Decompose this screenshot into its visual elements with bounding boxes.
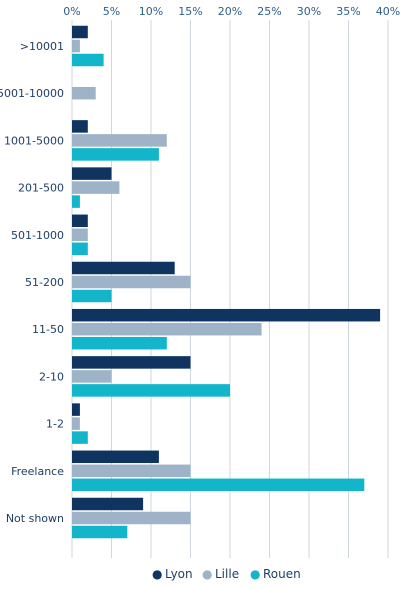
bar-lyon bbox=[72, 261, 175, 275]
bar-lille bbox=[72, 511, 191, 525]
bar-lille bbox=[72, 370, 112, 383]
bar-rouen bbox=[72, 525, 128, 539]
x-tick-label: 15% bbox=[178, 5, 202, 18]
bar-rouen bbox=[72, 242, 88, 256]
bar-lyon bbox=[72, 25, 88, 39]
bar-lyon bbox=[72, 167, 112, 180]
bar-lille bbox=[72, 228, 88, 242]
bar-rouen bbox=[72, 148, 159, 161]
bar-rouen bbox=[72, 289, 112, 303]
category-label: 5001-10000 bbox=[0, 87, 64, 100]
category-label: Not shown bbox=[6, 512, 64, 525]
x-tick-label: 30% bbox=[297, 5, 321, 18]
bar-lyon bbox=[72, 214, 88, 228]
bar-lille bbox=[72, 39, 80, 53]
bar-lyon bbox=[72, 450, 159, 464]
bar-lille bbox=[72, 417, 80, 430]
category-label: 2-10 bbox=[39, 370, 64, 383]
x-tick-label: 25% bbox=[257, 5, 281, 18]
bar-rouen bbox=[72, 384, 230, 397]
bar-lille bbox=[72, 322, 262, 336]
category-label: 11-50 bbox=[32, 323, 64, 336]
x-tick-label: 0% bbox=[63, 5, 80, 18]
category-label: >10001 bbox=[20, 40, 64, 53]
category-label: 51-200 bbox=[25, 276, 64, 289]
category-label: 1-2 bbox=[46, 418, 64, 431]
bar-lyon bbox=[72, 356, 191, 369]
x-tick-label: 20% bbox=[218, 5, 242, 18]
x-tick-label: 35% bbox=[336, 5, 360, 18]
bar-lyon bbox=[72, 497, 144, 511]
bar-lyon bbox=[72, 120, 88, 133]
legend-marker: ● bbox=[202, 567, 212, 581]
legend-label-lille: Lille bbox=[215, 567, 239, 581]
x-tick-label: 40% bbox=[376, 5, 400, 18]
bar-rouen bbox=[72, 431, 88, 444]
bar-lyon bbox=[72, 403, 80, 416]
x-tick-label: 5% bbox=[103, 5, 120, 18]
category-label: 501-1000 bbox=[11, 229, 64, 242]
category-label: 1001-5000 bbox=[4, 134, 64, 147]
bar-lille bbox=[72, 134, 167, 147]
bar-rouen bbox=[72, 53, 104, 67]
bar-rouen bbox=[72, 478, 365, 492]
legend-label-rouen: Rouen bbox=[263, 567, 301, 581]
category-label: Freelance bbox=[11, 465, 64, 478]
legend-marker: ● bbox=[152, 567, 162, 581]
bar-lyon bbox=[72, 308, 381, 322]
bar-lille bbox=[72, 464, 191, 478]
x-tick-label: 10% bbox=[139, 5, 163, 18]
bar-rouen bbox=[72, 195, 80, 208]
category-label: 201-500 bbox=[18, 182, 64, 195]
bar-rouen bbox=[72, 336, 167, 350]
bar-lille bbox=[72, 275, 191, 289]
legend-label-lyon: Lyon bbox=[165, 567, 193, 581]
bar-lille bbox=[72, 86, 96, 100]
legend-marker: ● bbox=[250, 567, 260, 581]
bar-lille bbox=[72, 181, 120, 194]
